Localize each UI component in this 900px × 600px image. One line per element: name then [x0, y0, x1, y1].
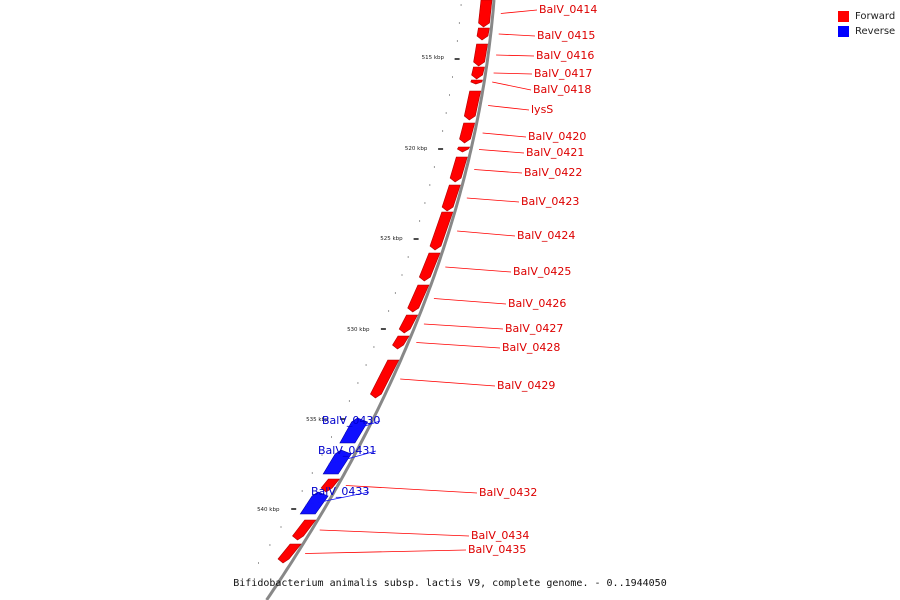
- scale-tick-label: 540 kbp: [257, 507, 280, 513]
- gene-arrow-BalV_0423[interactable]: [441, 184, 461, 212]
- gene-arrow-BalV_0425[interactable]: [418, 252, 441, 282]
- gene-arrow-BalV_0435[interactable]: [277, 543, 302, 564]
- gene-arrow-lysS[interactable]: [463, 90, 482, 121]
- gene-arrow-BalV_0418[interactable]: [470, 79, 483, 85]
- scale-tick-label: 525 kbp: [380, 236, 403, 242]
- leader-BalV_0420: [482, 132, 527, 138]
- leader-BalV_0431: [328, 450, 377, 465]
- gene-arrow-BalV_0428[interactable]: [392, 335, 410, 350]
- gene-arrow-BalV_0432[interactable]: [320, 478, 341, 493]
- gene-arrow-BalV_0424[interactable]: [429, 211, 454, 251]
- gene-arrow-BalV_0429[interactable]: [370, 359, 400, 399]
- gene-label-BalV_0432[interactable]: BalV_0432: [479, 486, 538, 499]
- gene-label-BalV_0421[interactable]: BalV_0421: [526, 146, 585, 159]
- legend-label-reverse: Reverse: [855, 26, 896, 37]
- label-leaders: [305, 9, 538, 554]
- scale-tick-label: 535 kbp: [306, 417, 329, 423]
- genome-caption: Bifidobacterium animalis subsp. lactis V…: [233, 578, 667, 589]
- gene-arrow-BalV_0420[interactable]: [459, 122, 476, 144]
- leader-BalV_0421: [478, 149, 525, 154]
- leader-BalV_0417: [493, 72, 533, 75]
- gene-arrow-BalV_0416[interactable]: [473, 43, 488, 67]
- gene-label-BalV_0430[interactable]: BalV_0430: [322, 414, 381, 427]
- gene-label-BalV_0425[interactable]: BalV_0425: [513, 265, 572, 278]
- gene-arrow-BalV_0430[interactable]: [339, 417, 369, 444]
- leader-BalV_0423: [466, 197, 520, 203]
- leader-BalV_0422: [474, 169, 523, 174]
- gene-label-BalV_0415[interactable]: BalV_0415: [537, 29, 596, 42]
- gene-label-BalV_0423[interactable]: BalV_0423: [521, 195, 580, 208]
- gene-label-BalV_0426[interactable]: BalV_0426: [508, 297, 567, 310]
- gene-label-BalV_0434[interactable]: BalV_0434: [471, 529, 530, 542]
- legend-label-forward: Forward: [855, 11, 896, 22]
- leader-BalV_0418: [492, 81, 532, 91]
- legend-item-reverse: Reverse: [838, 24, 898, 39]
- legend-item-forward: Forward: [838, 9, 898, 24]
- strand-legend: Forward Reverse: [838, 9, 898, 39]
- leader-BalV_0433: [305, 491, 370, 506]
- forward-swatch: [838, 11, 849, 22]
- gene-label-BalV_0416[interactable]: BalV_0416: [536, 49, 595, 62]
- leader-BalV_0414: [500, 9, 538, 14]
- gene-arrow-BalV_0421[interactable]: [456, 146, 471, 153]
- gene-label-BalV_0427[interactable]: BalV_0427: [505, 322, 564, 335]
- gene-arrow-BalV_0417[interactable]: [471, 66, 485, 80]
- gene-label-BalV_0429[interactable]: BalV_0429: [497, 379, 556, 392]
- gene-label-BalV_0431[interactable]: BalV_0431: [318, 444, 377, 457]
- scale-tick-label: 515 kbp: [421, 55, 445, 61]
- gene-track: [277, 0, 493, 564]
- leader-BalV_0425: [445, 266, 512, 273]
- leader-BalV_0434: [319, 529, 470, 537]
- gene-label-BalV_0433[interactable]: BalV_0433: [311, 485, 370, 498]
- gene-label-BalV_0420[interactable]: BalV_0420: [528, 130, 587, 143]
- reverse-swatch: [838, 26, 849, 37]
- gene-label-BalV_0417[interactable]: BalV_0417: [534, 67, 593, 80]
- scale-tick-label: 530 kbp: [347, 327, 370, 333]
- leader-BalV_0429: [400, 378, 496, 387]
- gene-label-BalV_0418[interactable]: BalV_0418: [533, 83, 592, 96]
- gene-arrow-BalV_0422[interactable]: [449, 156, 468, 183]
- gene-label-BalV_0435[interactable]: BalV_0435: [468, 543, 527, 556]
- gene-arrow-BalV_0434[interactable]: [292, 519, 317, 541]
- gene-arrow-BalV_0427[interactable]: [398, 314, 418, 334]
- gene-label-BalV_0428[interactable]: BalV_0428: [502, 341, 561, 354]
- gene-arrow-BalV_0415[interactable]: [476, 27, 490, 41]
- leader-lysS: [488, 105, 530, 111]
- gene-label-lysS[interactable]: lysS: [531, 103, 554, 116]
- scale-tick-label: 520 kbp: [404, 146, 428, 152]
- gene-arrow-BalV_0414[interactable]: [478, 0, 493, 28]
- leader-BalV_0424: [457, 230, 516, 237]
- leader-BalV_0427: [423, 323, 504, 330]
- leader-BalV_0432: [345, 485, 478, 494]
- gene-arrow-BalV_0426[interactable]: [407, 284, 430, 313]
- leader-BalV_0430: [345, 420, 381, 433]
- leader-BalV_0416: [496, 54, 535, 57]
- leader-BalV_0428: [416, 342, 501, 349]
- gene-label-BalV_0424[interactable]: BalV_0424: [517, 229, 576, 242]
- gene-label-BalV_0422[interactable]: BalV_0422: [524, 166, 583, 179]
- gene-label-BalV_0414[interactable]: BalV_0414: [539, 3, 598, 16]
- leader-BalV_0426: [433, 298, 507, 305]
- leader-BalV_0415: [498, 33, 536, 37]
- leader-BalV_0435: [305, 549, 467, 554]
